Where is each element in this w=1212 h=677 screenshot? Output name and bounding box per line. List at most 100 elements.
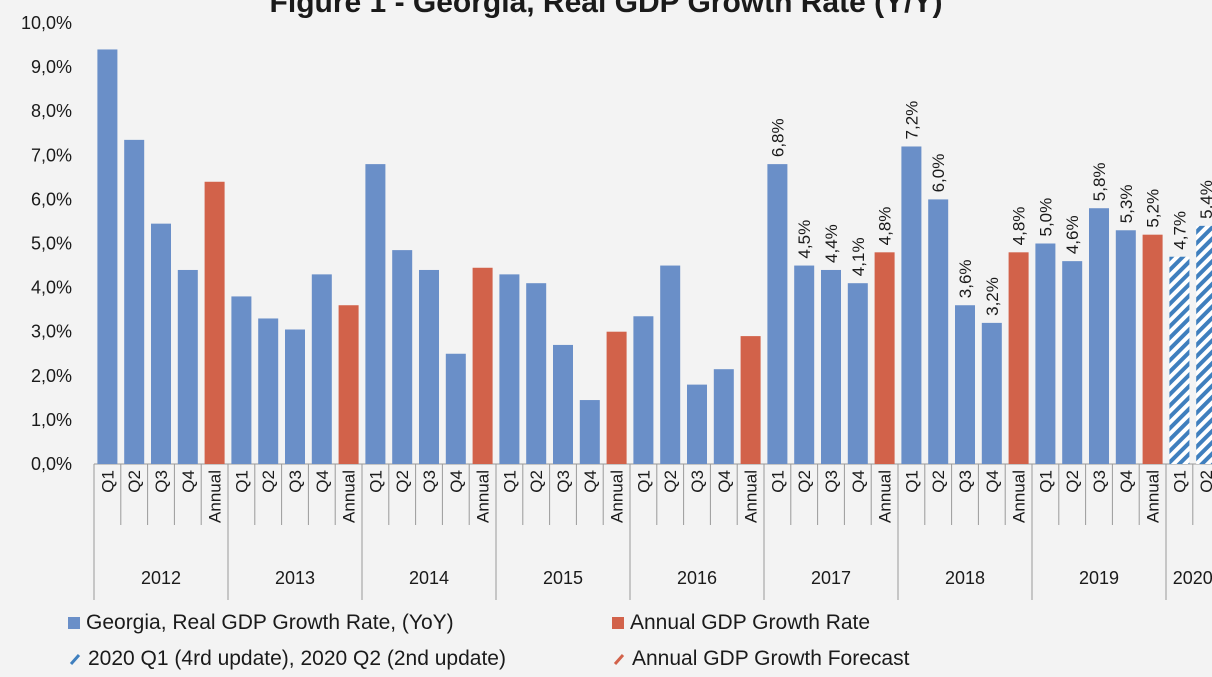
legend-label-update: 2020 Q1 (4rd update), 2020 Q2 (2nd updat… [88,647,506,670]
data-label: 5,8% [1090,162,1109,201]
y-tick-label: 7,0% [31,145,72,165]
legend-swatch-forecast [613,654,625,665]
x-category-label: Q4 [715,470,734,493]
data-label: 3,6% [956,259,975,298]
legend-label-forecast: Annual GDP Growth Forecast [632,647,910,670]
y-tick-label: 1,0% [31,410,72,430]
x-category-label: Q3 [956,470,975,493]
x-category-label: Q4 [983,470,1002,493]
chart-title: Figure 1 - Georgia, Real GDP Growth Rate… [269,0,943,19]
x-category-label: Q3 [152,470,171,493]
x-category-label: Q2 [661,470,680,493]
bar-2014-q3 [419,269,439,464]
x-category-label: Q2 [795,470,814,493]
year-label: 2017 [811,568,851,588]
bar-2016-annual [740,336,761,464]
y-tick-label: 3,0% [31,322,72,342]
x-category-label: Q3 [822,470,841,493]
bar-2014-q4 [445,353,466,464]
bar-2015-q3 [553,344,573,464]
x-category-label: Q4 [447,470,466,493]
bar-2014-q2 [392,250,413,464]
bar-2016-q3 [687,384,707,464]
bar-2012-q3 [151,223,171,464]
bar-2017-q3 [821,269,841,464]
data-label: 3,2% [983,277,1002,316]
data-label: 6,0% [929,154,948,193]
data-label: 7,2% [902,101,921,140]
bar-2015-q2 [526,283,547,464]
x-category-label: Q2 [1197,470,1212,493]
bar-2013-q1 [231,296,252,464]
bar-2018-q3 [955,305,975,464]
legend-item-update: 2020 Q1 (4rd update), 2020 Q2 (2nd updat… [68,647,506,671]
bar-2015-annual [606,331,627,464]
x-category-label: Q2 [527,470,546,493]
data-label: 5,4% [1197,180,1212,219]
x-category-label: Q4 [849,470,868,493]
x-category-label: Q2 [125,470,144,493]
x-category-label: Annual [742,470,761,523]
x-category-label: Q4 [313,470,332,493]
bar-2018-annual [1008,252,1029,464]
data-label: 6,8% [768,118,787,157]
bar-2017-annual [874,252,895,464]
bar-2013-q2 [258,318,279,464]
x-category-label: Q1 [366,470,385,493]
x-category-label: Q3 [554,470,573,493]
x-category-label: Q4 [179,470,198,493]
data-label: 5,0% [1036,198,1055,237]
year-label: 2018 [945,568,985,588]
x-category-label: Annual [608,470,627,523]
data-label: 4,5% [795,220,814,259]
bar-2019-q3 [1089,208,1109,464]
bar-layer [97,49,1212,465]
y-tick-label: 6,0% [31,189,72,209]
y-tick-label: 9,0% [31,57,72,77]
x-category-label: Q2 [259,470,278,493]
year-label: 2019 [1079,568,1119,588]
bar-2018-q1 [901,146,922,465]
axis-layer: 0,0% 1,0% 2,0% 3,0% 4,0% 5,0% 6,0% 7,0% 8,0% 9,0%… [21,13,1212,600]
bar-2016-q1 [633,316,654,464]
x-category-label: Q1 [634,470,653,493]
y-tick-label: 2,0% [31,366,72,386]
year-label: 2012 [141,568,181,588]
bar-2012-q2 [124,139,145,465]
bar-2018-q2 [928,199,949,464]
bar-2015-q1 [499,274,520,464]
bar-2018-q4 [981,322,1002,464]
bar-2020-q2 [1196,225,1212,464]
legend-swatch-update [69,654,81,665]
legend-item-forecast: Annual GDP Growth Forecast [612,647,909,671]
y-tick-label: 4,0% [31,278,72,298]
x-category-label: Q3 [688,470,707,493]
year-label: 2015 [543,568,583,588]
x-category-label: Q1 [1170,470,1189,493]
x-category-label: Q1 [902,470,921,493]
bar-2017-q4 [847,283,868,464]
x-category-label: Q1 [1036,470,1055,493]
bar-2014-q1 [365,164,386,464]
legend-item-annual: Annual GDP Growth Rate [612,611,870,635]
x-category-label: Annual [340,470,359,523]
x-category-label: Q2 [929,470,948,493]
year-label: 2016 [677,568,717,588]
bar-2012-q1 [97,49,118,465]
x-category-label: Annual [1010,470,1029,523]
bar-2015-q4 [579,400,600,464]
label-layer: 6,8% 4,5% 4,4% 4,1% 4,8% 7,2% 6,0% 3,6% 3,2% 4,8%… [768,101,1212,316]
bar-2012-annual [204,181,225,464]
x-category-label: Q1 [232,470,251,493]
x-category-label: Q4 [581,470,600,493]
bar-2014-annual [472,267,493,464]
legend-swatch-quarterly [68,617,80,629]
bar-2019-q1 [1035,243,1056,464]
x-category-label: Q4 [1117,470,1136,493]
x-category-label: Annual [474,470,493,523]
x-category-label: Q1 [98,470,117,493]
legend-swatch-annual [612,617,624,629]
y-tick-label: 10,0% [21,13,72,33]
data-label: 4,8% [1010,207,1029,246]
